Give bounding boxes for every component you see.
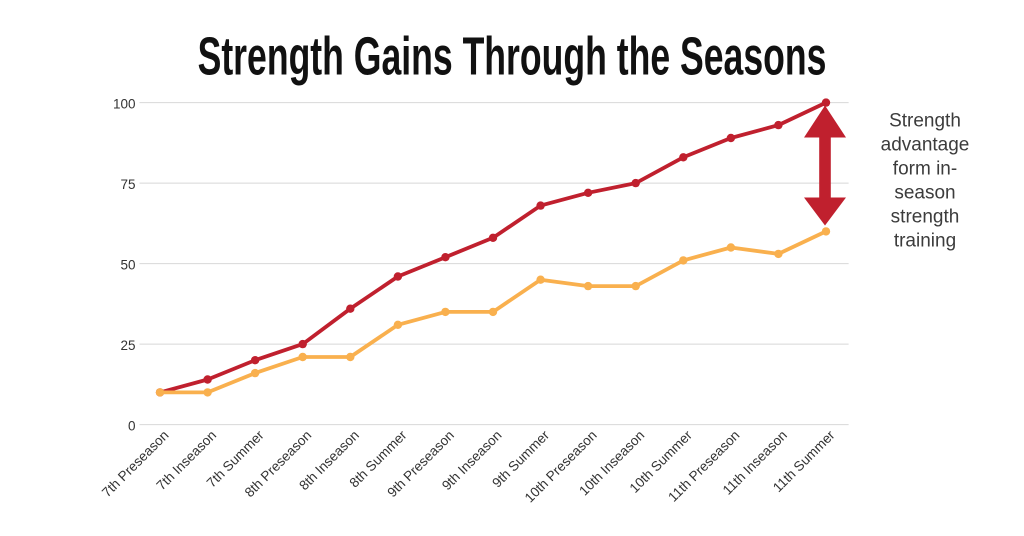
svg-text:25: 25	[120, 338, 135, 353]
svg-text:form in-: form in-	[893, 158, 957, 179]
svg-text:Strength: Strength	[889, 110, 961, 131]
svg-text:advantage: advantage	[881, 134, 970, 155]
svg-text:training: training	[894, 230, 956, 251]
svg-text:Strength Gains Through the Sea: Strength Gains Through the Seasons	[198, 26, 827, 86]
svg-text:0: 0	[128, 419, 136, 434]
svg-text:strength: strength	[891, 206, 960, 227]
svg-text:75: 75	[120, 177, 135, 192]
svg-text:100: 100	[113, 97, 136, 112]
svg-text:season: season	[894, 182, 955, 203]
svg-text:50: 50	[120, 258, 135, 273]
